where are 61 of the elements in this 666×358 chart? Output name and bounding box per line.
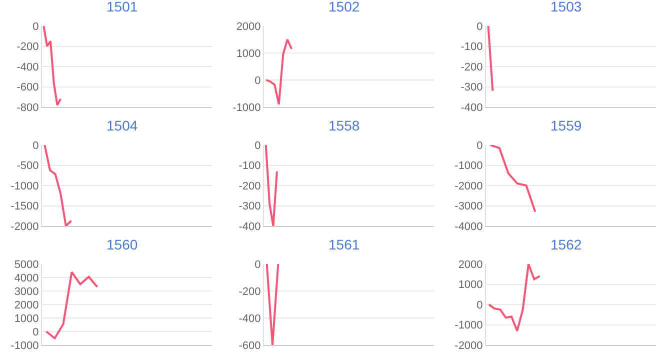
line-series: [489, 145, 536, 213]
chart-title: 1501: [106, 0, 138, 15]
chart-title: 1502: [328, 0, 360, 15]
y-tick-label: -2000: [454, 180, 483, 192]
y-tick-label: 0: [476, 299, 483, 312]
y-tick-label: -2000: [454, 340, 483, 352]
y-tick-label: 2000: [458, 258, 483, 271]
y-tick-label: 0: [476, 140, 483, 152]
y-tick-label: -300: [460, 82, 483, 94]
y-tick-label: 0: [32, 326, 39, 338]
line-series: [44, 145, 72, 226]
y-tick-label: 0: [254, 140, 261, 152]
y-tick-label: -200: [16, 41, 39, 54]
y-tick-label: -2000: [10, 220, 39, 233]
chart-title: 1560: [106, 236, 138, 253]
y-tick-label: -1500: [10, 200, 39, 213]
y-tick-label: 0: [476, 20, 483, 33]
y-tick-label: 1000: [14, 312, 39, 325]
line-series: [265, 38, 293, 106]
y-tick-label: -500: [16, 160, 39, 172]
line-series: [45, 271, 98, 340]
y-tick-label: -1000: [10, 340, 39, 352]
y-tick-label: -300: [238, 200, 261, 213]
y-tick-label: -200: [238, 286, 261, 298]
y-tick-label: 0: [254, 258, 261, 271]
y-tick-label: -100: [460, 41, 483, 54]
y-tick-label: 1000: [458, 279, 483, 292]
line-series: [42, 26, 62, 106]
y-tick-label: -4000: [454, 220, 483, 233]
chart-title: 1503: [550, 0, 582, 15]
y-tick-label: -1000: [232, 102, 261, 114]
y-tick-label: -1000: [10, 180, 39, 192]
y-tick-label: -400: [460, 102, 483, 114]
y-tick-label: 2000: [236, 20, 261, 33]
y-tick-label: -200: [460, 61, 483, 74]
y-tick-label: -600: [16, 82, 39, 94]
y-tick-label: 3000: [14, 286, 39, 298]
y-tick-label: 1000: [236, 48, 261, 60]
y-tick-label: -3000: [454, 200, 483, 213]
chart-title: 1504: [106, 118, 138, 134]
y-tick-label: 0: [32, 140, 39, 152]
y-tick-label: -200: [238, 180, 261, 192]
y-tick-label: -600: [238, 340, 261, 352]
y-tick-label: -400: [238, 312, 261, 325]
line-series: [488, 264, 541, 332]
y-tick-label: 5000: [14, 258, 39, 271]
y-tick-label: -1000: [454, 160, 483, 172]
chart-title: 1559: [550, 118, 582, 134]
y-tick-label: 0: [32, 20, 39, 33]
y-tick-label: 2000: [14, 299, 39, 312]
y-tick-label: -800: [16, 102, 39, 114]
chart-title: 1558: [328, 118, 360, 134]
y-tick-label: -100: [238, 160, 261, 172]
y-tick-label: -400: [238, 220, 261, 233]
y-tick-label: 4000: [14, 272, 39, 284]
y-tick-label: -1000: [454, 320, 483, 332]
y-tick-label: -400: [16, 61, 39, 74]
line-series: [264, 145, 278, 226]
y-tick-label: 0: [254, 74, 261, 87]
chart-title: 1561: [328, 236, 360, 253]
chart-title: 1562: [550, 236, 582, 253]
